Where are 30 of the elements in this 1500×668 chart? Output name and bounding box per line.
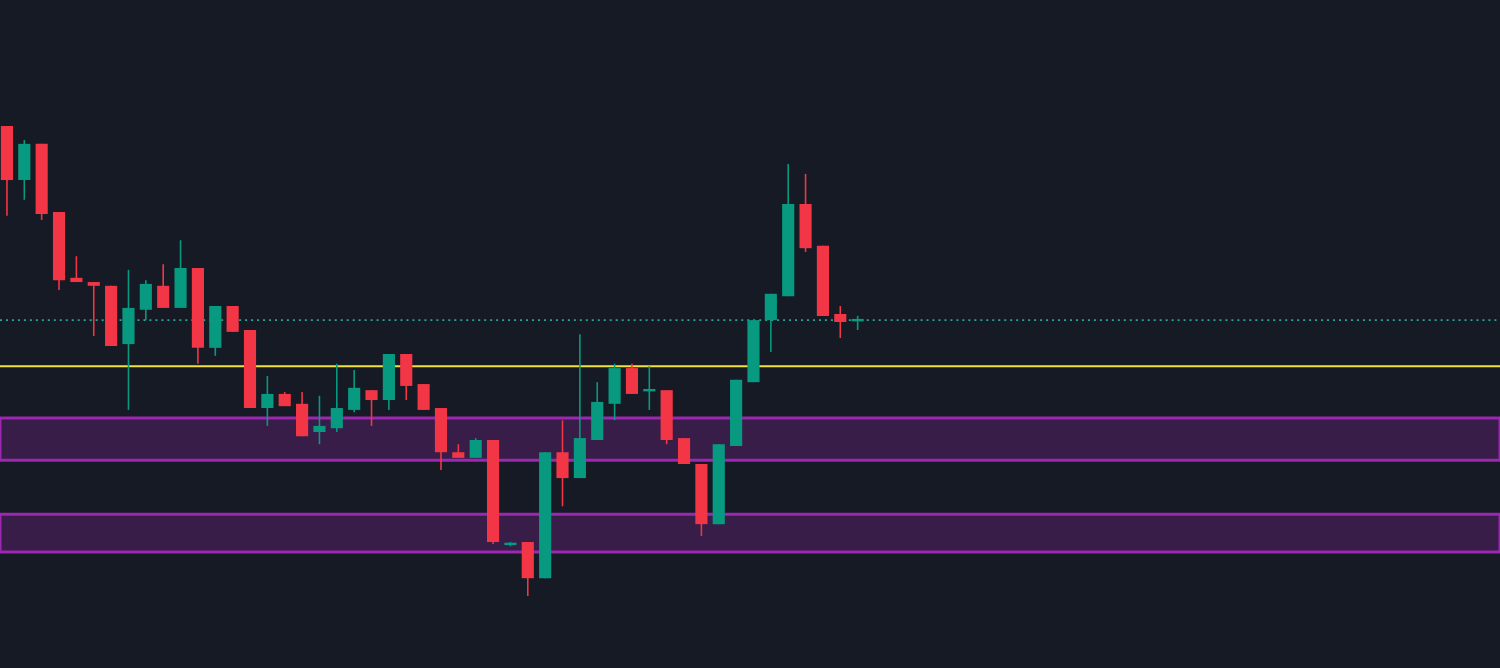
candlestick	[591, 381, 604, 441]
candlestick	[70, 255, 83, 283]
candlestick	[348, 369, 361, 414]
candlestick	[608, 363, 621, 422]
candlestick	[469, 437, 482, 459]
candlestick	[799, 173, 812, 253]
candlestick	[157, 263, 170, 309]
candlestick	[330, 363, 343, 433]
candlestick	[139, 279, 152, 321]
candlestick	[296, 391, 309, 438]
candlestick	[87, 281, 100, 337]
candlestick	[417, 383, 430, 411]
candlestick	[573, 333, 586, 479]
candlestick	[122, 269, 135, 411]
candlestick	[677, 437, 691, 465]
candlestick	[365, 389, 378, 427]
candlestick	[764, 293, 777, 353]
candlestick	[174, 239, 187, 309]
candlestick	[521, 541, 534, 597]
candlestick	[556, 419, 569, 508]
candlestick	[313, 395, 326, 446]
candlestick	[625, 363, 639, 395]
candlestick	[834, 305, 847, 339]
candlestick	[261, 375, 274, 427]
candlestick	[226, 305, 239, 333]
candlestick	[382, 353, 395, 411]
candlestick	[209, 305, 222, 357]
candlestick	[400, 353, 413, 401]
candlestick	[434, 407, 448, 471]
candlestick	[18, 139, 31, 201]
